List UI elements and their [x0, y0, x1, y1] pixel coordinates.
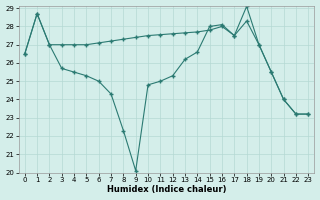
X-axis label: Humidex (Indice chaleur): Humidex (Indice chaleur) — [107, 185, 226, 194]
